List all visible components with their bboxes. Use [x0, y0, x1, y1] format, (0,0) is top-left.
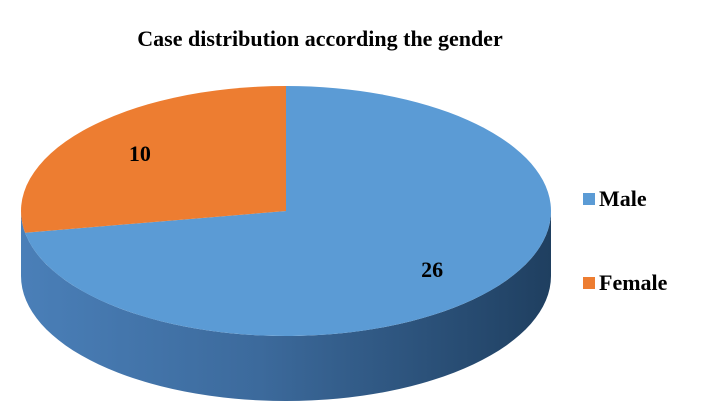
pie-side-wall	[21, 211, 551, 401]
legend: Male Female	[583, 182, 667, 300]
pie-slice-male	[25, 86, 552, 336]
legend-item-male: Male	[583, 182, 667, 216]
chart-title: Case distribution according the gender	[137, 26, 503, 51]
legend-label-female: Female	[599, 270, 668, 295]
legend-item-female: Female	[583, 266, 667, 300]
legend-label-male: Male	[599, 186, 647, 211]
pie-top	[20, 86, 552, 336]
legend-swatch-male	[583, 193, 595, 205]
data-label-male: 26	[421, 257, 443, 282]
pie-labels: 26 10	[129, 141, 443, 282]
pie-slice-female	[20, 86, 286, 233]
pie-side	[21, 211, 551, 401]
legend-swatch-female	[583, 277, 595, 289]
data-label-female: 10	[129, 141, 151, 166]
